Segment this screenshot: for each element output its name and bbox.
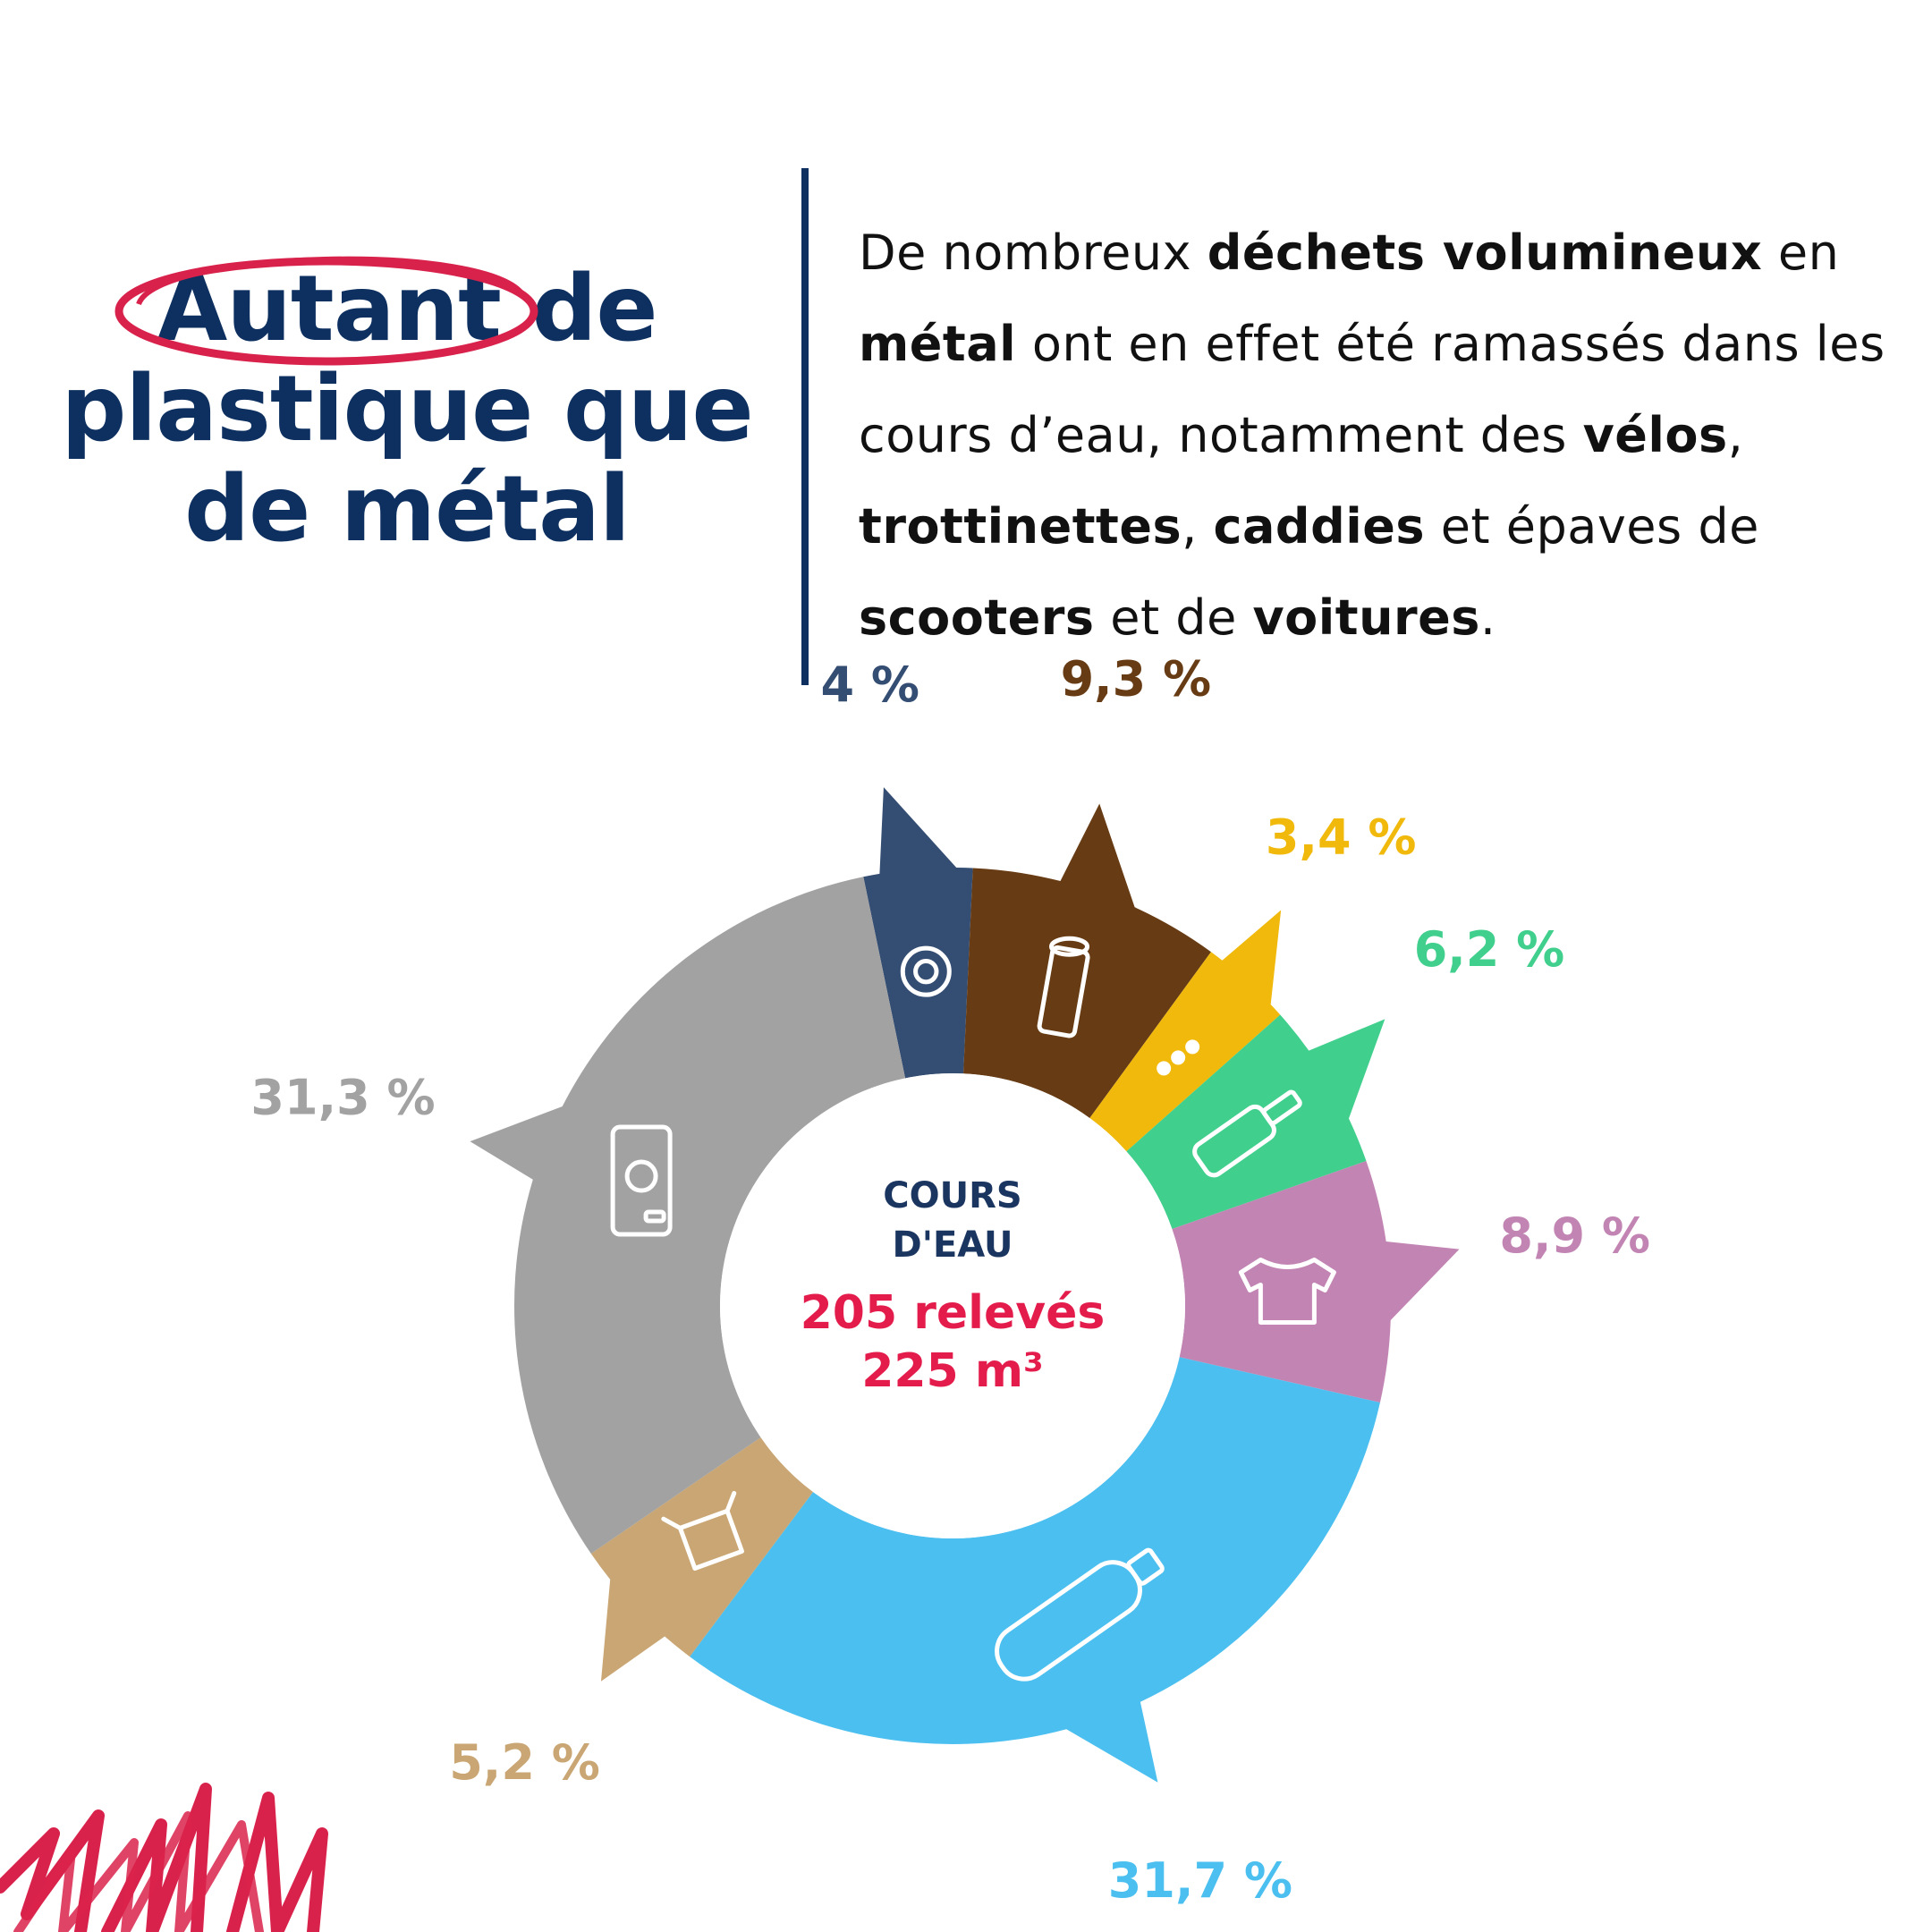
paragraph-segment: en — [1762, 225, 1840, 281]
slice-percentage-label: 5,2 % — [449, 1734, 600, 1791]
donut-slice — [690, 1357, 1380, 1783]
slice-percentage-label: 3,4 % — [1266, 809, 1417, 866]
slice-percentage-label: 8,9 % — [1499, 1208, 1650, 1264]
heading-highlight: Autant — [114, 256, 538, 366]
paragraph-segment: et épaves de — [1425, 498, 1759, 555]
slice-percentage-label: 6,2 % — [1414, 921, 1565, 978]
donut-slice — [470, 877, 906, 1555]
paragraph-bold-segment: métal — [859, 316, 1017, 372]
donut-slice — [1089, 910, 1282, 1152]
ellipsis-icon — [1157, 1039, 1200, 1076]
slice-percentage-label: 31,3 % — [250, 1070, 435, 1126]
highlight-ring — [114, 256, 538, 366]
can-icon — [610, 1124, 673, 1237]
paragraph-segment: , — [1727, 407, 1744, 463]
cardboard-box-icon — [661, 1490, 744, 1571]
paragraph-bold-segment: vélos — [1582, 407, 1728, 463]
paragraph-bold-segment: voitures — [1252, 589, 1480, 646]
heading-line-1-rest: de — [531, 256, 657, 362]
donut-slice — [863, 787, 973, 1079]
center-count: 205 relevés — [801, 1286, 1106, 1340]
slice-percentage-label: 4 % — [821, 657, 919, 713]
scribble-stroke-2 — [13, 1811, 264, 1932]
center-volume: 225 m³ — [861, 1344, 1044, 1398]
donut-center — [720, 1073, 1185, 1538]
donut-slice — [590, 1436, 814, 1682]
heading-line-3: de métal — [184, 456, 631, 563]
paragraph-bold-segment: scooters — [859, 589, 1095, 646]
paragraph-segment: et de — [1094, 589, 1253, 646]
center-title-line-2: D'EAU — [893, 1224, 1013, 1266]
paragraph-bold-segment: déchets volumineux — [1207, 225, 1763, 281]
plastic-bottle-icon — [995, 1547, 1165, 1682]
paragraph-segment: . — [1479, 589, 1496, 646]
paragraph-segment: ont en effet été ramassés dans les cours… — [859, 316, 1885, 463]
heading-line-1: Autant de — [36, 256, 778, 366]
intro-paragraph: De nombreux déchets volumineux en métal … — [859, 208, 1896, 664]
tshirt-icon — [1238, 1258, 1336, 1326]
heading-line-2: plastique que — [61, 356, 753, 462]
tire-icon — [900, 945, 952, 997]
heading-highlight-word: Autant — [157, 256, 502, 362]
donut-slice — [1172, 1161, 1460, 1403]
donut-slice — [1126, 1014, 1385, 1230]
vertical-divider — [801, 168, 809, 685]
paragraph-bold-segment: caddies — [1213, 498, 1426, 555]
paragraph-segment: , — [1182, 498, 1214, 555]
slice-percentage-label: 31,7 % — [1108, 1852, 1292, 1909]
heading: Autant de plastique que de métal — [36, 256, 778, 563]
paragraph-bold-segment: trottinettes — [859, 498, 1182, 555]
wood-log-icon — [1037, 936, 1090, 1038]
center-title-line-1: COURS — [883, 1175, 1021, 1216]
highlight-ring-stroke-2 — [136, 256, 526, 306]
paragraph-segment: De nombreux — [859, 225, 1208, 281]
glass-bottle-icon — [1192, 1089, 1302, 1178]
slice-percentage-label: 9,3 % — [1061, 650, 1212, 707]
